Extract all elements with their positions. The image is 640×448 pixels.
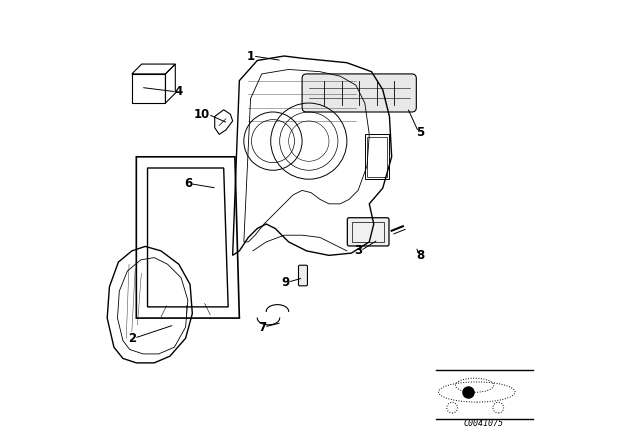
Bar: [367, 137, 387, 177]
Text: 9: 9: [282, 276, 290, 289]
Text: 2: 2: [128, 332, 136, 345]
FancyBboxPatch shape: [298, 265, 307, 286]
Bar: [352, 222, 383, 242]
Text: 1: 1: [247, 49, 255, 63]
Bar: [132, 74, 166, 103]
Text: 6: 6: [184, 177, 192, 190]
FancyBboxPatch shape: [348, 218, 389, 246]
Text: 8: 8: [417, 249, 424, 262]
Bar: [365, 134, 390, 179]
FancyBboxPatch shape: [302, 74, 417, 112]
Text: 7: 7: [258, 320, 266, 334]
Text: 4: 4: [174, 85, 182, 99]
Text: 5: 5: [417, 125, 424, 139]
Text: 3: 3: [355, 244, 362, 258]
Text: 10: 10: [194, 108, 210, 121]
Text: C0041075: C0041075: [463, 419, 504, 428]
